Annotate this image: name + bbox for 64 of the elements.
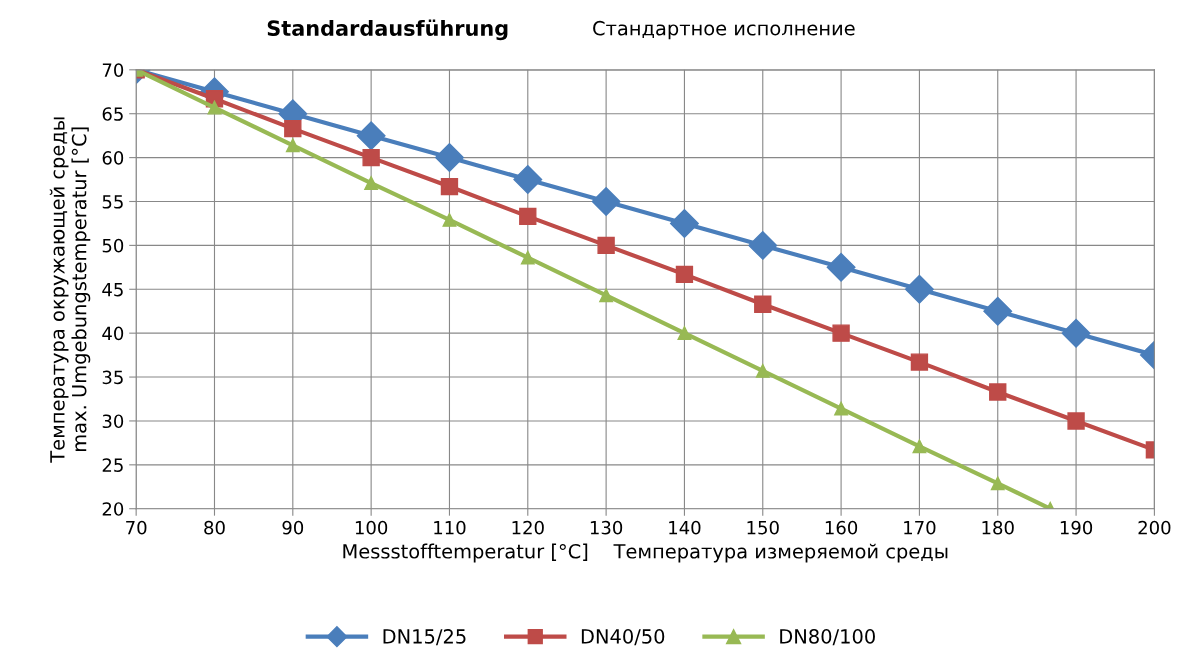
y-axis-title: Температура окружающей среды max. Umgebungstemperatur [°C] <box>49 117 91 463</box>
y-tick-label: 20 <box>102 502 124 516</box>
x-tick-label: 170 <box>904 520 936 535</box>
point <box>912 439 927 454</box>
point <box>285 138 300 153</box>
point <box>834 401 849 416</box>
point <box>519 207 537 226</box>
x-tick-label: 160 <box>825 520 858 535</box>
x-tick-label: 190 <box>1060 520 1093 535</box>
y-tick-label: 50 <box>102 238 124 253</box>
legend-label: DN15/25 <box>383 629 466 646</box>
point <box>591 187 621 216</box>
point <box>284 119 302 138</box>
point <box>356 121 386 151</box>
point <box>597 236 615 255</box>
point <box>675 265 694 284</box>
point <box>440 177 459 196</box>
point <box>989 383 1007 401</box>
x-tick-label: 150 <box>747 520 779 535</box>
x-tick-label: 70 <box>126 520 147 535</box>
point <box>677 326 692 341</box>
y-tick-label: 35 <box>102 370 123 385</box>
point <box>826 252 856 282</box>
point <box>435 143 464 173</box>
point <box>754 295 772 313</box>
legend-label: DN40/50 <box>581 629 665 646</box>
point <box>669 208 699 238</box>
x-tick-label: 140 <box>669 520 701 535</box>
x-tick-label: 180 <box>982 520 1014 535</box>
x-tick-label: 80 <box>204 520 225 535</box>
point <box>990 476 1005 491</box>
y-tick-label: 55 <box>102 195 123 209</box>
y-tick-label: 45 <box>102 282 123 297</box>
legend-label: DN80/100 <box>780 629 875 646</box>
y-tick-label: 70 <box>102 63 124 77</box>
chart-title: Standardausführung <box>267 19 508 41</box>
x-tick-label: 200 <box>1138 520 1171 535</box>
x-tick-label: 120 <box>512 520 544 535</box>
chart-subtitle: Стандартное исполнение <box>593 20 855 40</box>
point <box>520 250 535 265</box>
point <box>1067 412 1085 430</box>
x-axis-title: Messstofftemperatur [°C] Температура измеряемой среды <box>343 543 948 563</box>
point <box>755 363 770 378</box>
x-tick-label: 130 <box>590 520 623 535</box>
y-tick-label: 30 <box>102 414 124 429</box>
point <box>599 288 614 303</box>
point <box>748 230 778 260</box>
point <box>983 296 1013 326</box>
y-tick-label: 25 <box>102 458 123 472</box>
x-tick-label: 100 <box>355 520 388 535</box>
y-tick-label: 40 <box>102 326 124 341</box>
point <box>364 176 379 191</box>
point <box>910 353 929 371</box>
point <box>832 324 850 342</box>
y-tick-label: 60 <box>102 151 124 165</box>
point <box>513 165 543 194</box>
y-tick-label: 65 <box>102 107 123 121</box>
point <box>1061 318 1091 348</box>
point <box>904 274 934 304</box>
point <box>362 148 380 167</box>
point <box>442 212 457 227</box>
x-tick-label: 90 <box>282 520 304 535</box>
x-tick-label: 110 <box>434 520 466 535</box>
point <box>207 100 222 115</box>
